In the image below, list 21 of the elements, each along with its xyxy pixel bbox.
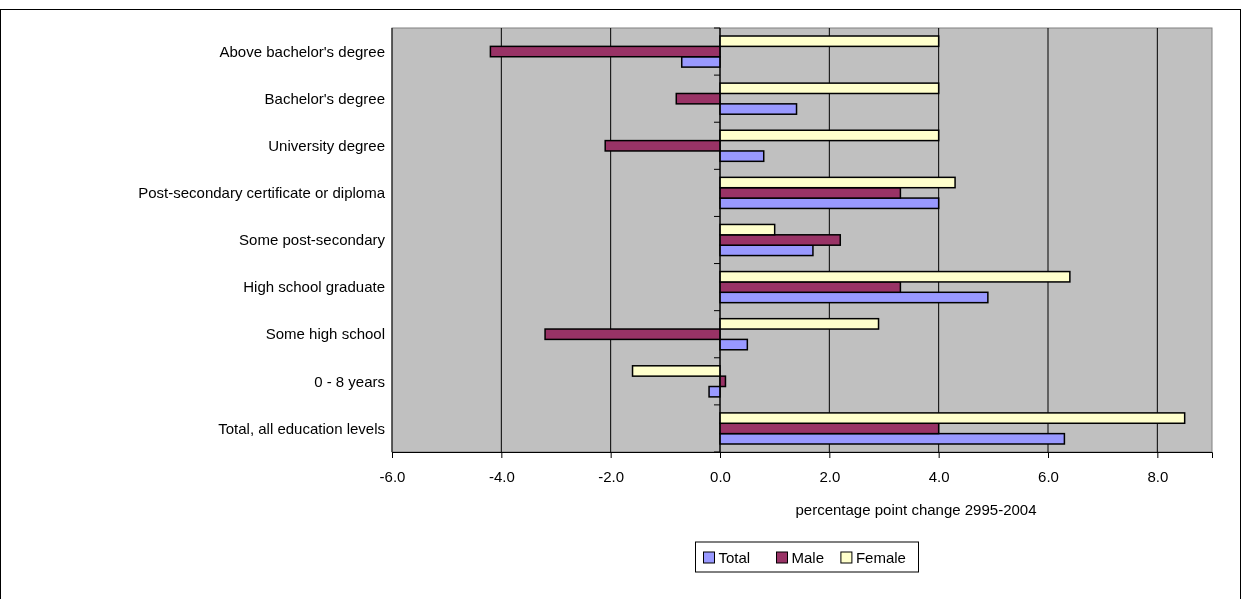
y-tick-label: Some post-secondary: [239, 231, 386, 249]
y-tick-label: University degree: [268, 137, 385, 155]
y-tick-label: Some high school: [265, 325, 385, 343]
y-tick-label: Total, all education levels: [218, 419, 385, 437]
x-tick-label: 2.0: [819, 468, 841, 485]
x-tick-label: -4.0: [488, 468, 515, 485]
y-tick-label: Post-secondary certificate or diploma: [138, 184, 386, 202]
y-tick-label: 0 - 8 years: [314, 372, 385, 390]
x-tick-label: -2.0: [598, 468, 625, 485]
y-tick-label: High school graduate: [243, 278, 385, 296]
legend-label: Total: [718, 549, 751, 567]
x-tick-label: 0.0: [710, 468, 731, 485]
legend-label: Male: [791, 549, 825, 567]
y-tick-label: Bachelor's degree: [264, 89, 385, 107]
legend-label: Female: [855, 549, 906, 567]
x-axis-title: percentage point change 2995-2004: [795, 501, 1037, 518]
y-tick-label: Above bachelor's degree: [219, 42, 385, 60]
x-tick-label: 8.0: [1147, 468, 1169, 485]
x-tick-label: 6.0: [1038, 468, 1059, 485]
x-tick-label: 4.0: [928, 468, 950, 485]
x-tick-label: -6.0: [379, 468, 406, 485]
